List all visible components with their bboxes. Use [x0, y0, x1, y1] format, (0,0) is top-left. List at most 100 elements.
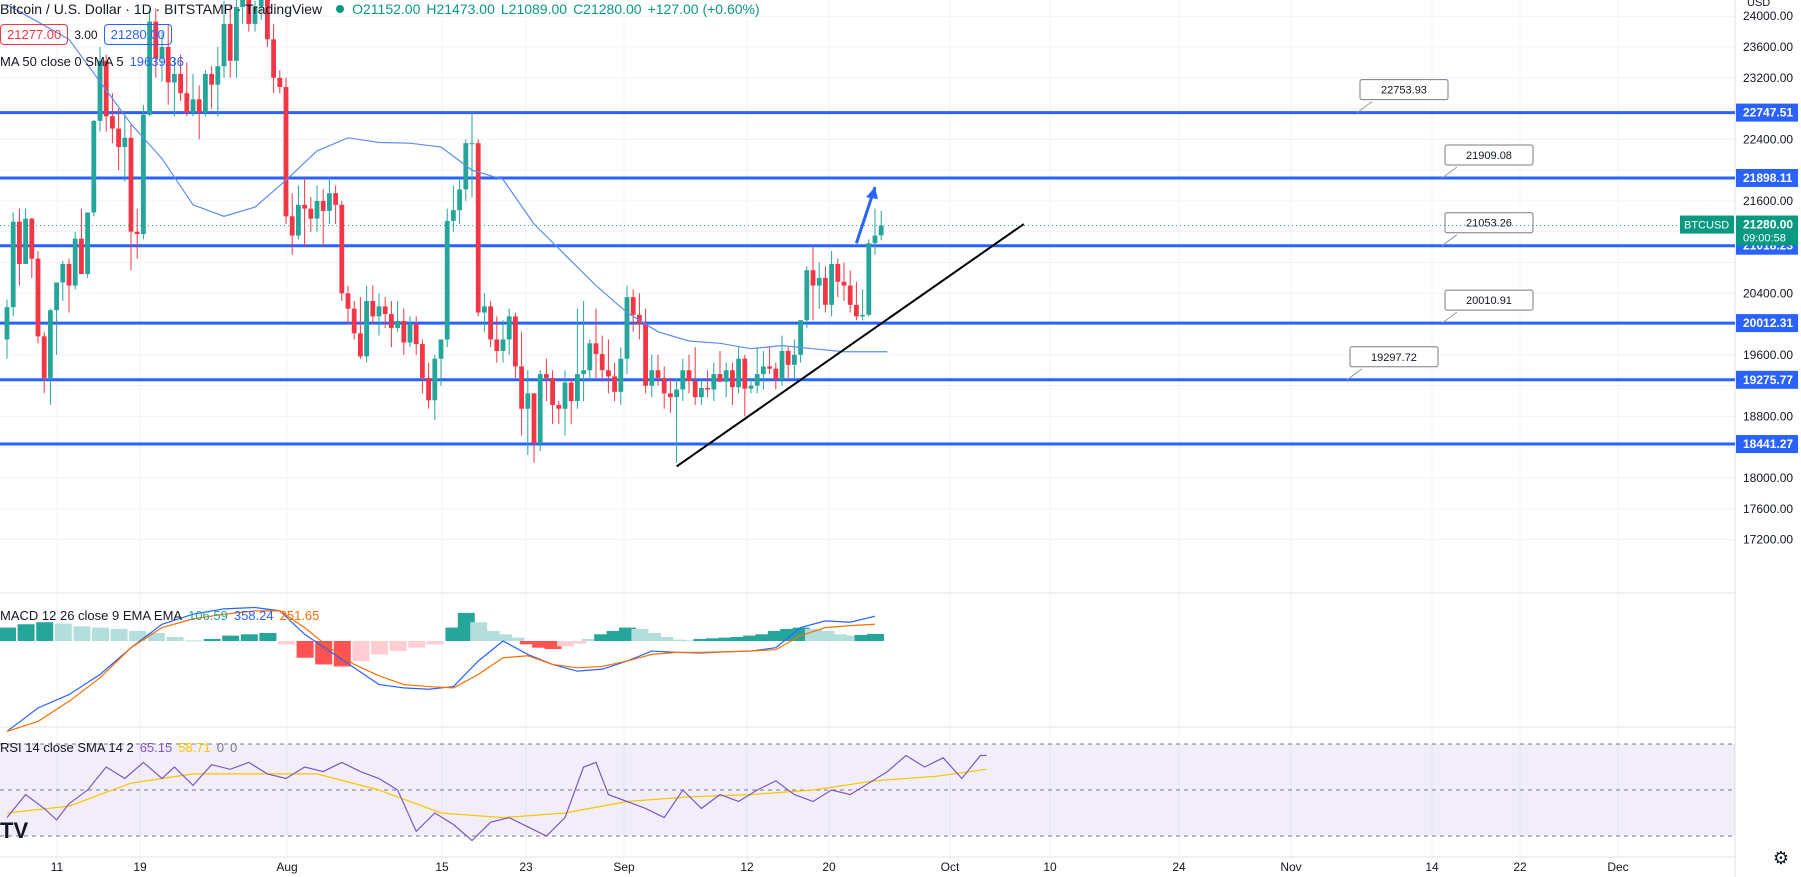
- macd-histogram-bar: [36, 622, 54, 641]
- candle-body: [258, 0, 264, 7]
- callout-pointer: [1441, 234, 1458, 247]
- price-tick-label: 21600.00: [1743, 194, 1793, 208]
- candle-body: [128, 137, 134, 232]
- sell-button[interactable]: 21277.00: [0, 24, 69, 45]
- macd-histogram-bar: [110, 628, 128, 641]
- candle-body: [66, 264, 72, 286]
- macd-histogram-bar: [426, 641, 444, 645]
- macd-histogram-bar: [92, 627, 109, 641]
- candle-body: [469, 143, 475, 145]
- price-axis[interactable]: 17200.00 17600.00 18000.00 18800.00 19600.00…: [1736, 0, 1801, 877]
- candle-body: [878, 225, 884, 236]
- candle-body: [637, 314, 642, 325]
- currency-label: USD: [1747, 0, 1770, 9]
- candle-body: [85, 212, 90, 275]
- macd-legend[interactable]: MACD 12 26 close 9 EMA EMA 106.59 358.24 25…: [0, 608, 319, 623]
- level-price-label: 21898.11: [1743, 171, 1793, 185]
- tradingview-logo[interactable]: TV: [0, 818, 29, 843]
- candle-body: [587, 343, 593, 371]
- candle-body: [823, 277, 828, 305]
- candles: [4, 0, 884, 463]
- candle-body: [674, 389, 679, 398]
- candle-body: [531, 393, 537, 444]
- candle-body: [116, 128, 121, 148]
- candle-body: [227, 23, 233, 61]
- price-tick-label: 18800.00: [1743, 409, 1793, 423]
- macd-histogram-bar: [755, 634, 773, 641]
- macd-legend-label: MACD 12 26 close 9 EMA EMA: [0, 608, 183, 623]
- candle-body: [110, 116, 115, 129]
- gear-icon[interactable]: ⚙: [1772, 848, 1789, 868]
- macd-histogram-bar: [389, 641, 407, 652]
- candle-body: [525, 393, 531, 409]
- symbol-title[interactable]: Bitcoin / U.S. Dollar · 1D · BITSTAMP · …: [0, 1, 323, 17]
- macd-histogram-bar: [817, 630, 835, 641]
- candle-body: [103, 60, 109, 117]
- buy-button[interactable]: 21280.00: [103, 24, 172, 45]
- macd-histogram-bar: [222, 635, 240, 641]
- time-tick-label: 24: [1172, 860, 1186, 874]
- spread-value: 3.00: [74, 27, 98, 42]
- candle-body: [761, 366, 766, 375]
- candle-body: [785, 351, 791, 365]
- rsi-zero-1: 0: [216, 740, 225, 755]
- candle-body: [308, 208, 314, 219]
- callout-pointer: [1346, 368, 1363, 381]
- candle-body: [723, 370, 729, 382]
- candle-body: [451, 210, 456, 221]
- price-tick-label: 24000.00: [1743, 9, 1793, 23]
- candle-body: [730, 370, 735, 388]
- ohlc-close: C21280.00: [573, 1, 642, 17]
- time-tick-label: Dec: [1607, 860, 1628, 874]
- signal-line: [6, 610, 876, 733]
- macd-histogram-bar: [557, 641, 574, 647]
- candle-body: [432, 358, 438, 401]
- candle-body: [407, 324, 413, 343]
- macd-histogram-bar: [594, 634, 612, 641]
- candle-body: [271, 39, 276, 78]
- candle-body: [54, 282, 59, 311]
- candle-body: [847, 285, 853, 305]
- candle-body: [792, 354, 797, 365]
- candle-body: [500, 339, 506, 352]
- macd-histogram-bar: [569, 641, 587, 644]
- candle-body: [72, 238, 78, 286]
- time-tick-label: Nov: [1280, 860, 1301, 874]
- time-tick-label: 14: [1425, 860, 1439, 874]
- time-tick-label: 11: [51, 860, 64, 874]
- time-tick-label: 15: [435, 860, 449, 874]
- candle-body: [748, 385, 754, 389]
- symbol-tag: [1680, 215, 1734, 234]
- level-price-tag: [1736, 435, 1798, 454]
- ohlc-change: +127.00 (+0.60%): [647, 1, 760, 17]
- candle-body: [624, 297, 630, 359]
- rsi-legend[interactable]: RSI 14 close SMA 14 2 65.15 58.71 0 0: [0, 740, 237, 755]
- candle-body: [364, 300, 369, 357]
- macd-histogram-bar: [767, 630, 785, 641]
- candle-body: [91, 120, 97, 213]
- candle-body: [41, 336, 47, 378]
- time-axis[interactable]: 11 19 Aug 15 23 Sep 12 20 Oct 10 24 Nov 14 22 Dec: [51, 860, 1629, 874]
- candle-body: [389, 314, 394, 328]
- candle-body: [17, 221, 22, 265]
- rsi-ma-line: [6, 768, 987, 819]
- candle-body: [668, 393, 673, 398]
- candle-body: [134, 231, 140, 235]
- candle-body: [872, 235, 878, 244]
- macd-histogram-bar: [278, 641, 295, 645]
- candle-body: [581, 370, 586, 375]
- candle-body: [438, 339, 444, 359]
- ma-legend[interactable]: MA 50 close 0 SMA 5 19639.36: [0, 54, 184, 69]
- candle-body: [333, 193, 338, 205]
- candle-body: [252, 6, 258, 24]
- candle-body: [358, 333, 363, 357]
- macd-histogram-bar: [203, 638, 221, 641]
- ma50-line: [6, 4, 888, 353]
- candle-body: [488, 306, 493, 340]
- level-price-label: 22747.51: [1743, 106, 1793, 120]
- candle-body: [209, 73, 214, 85]
- last-price-tag: [1736, 215, 1798, 246]
- arrow-head: [866, 187, 878, 200]
- candle-body: [630, 297, 636, 315]
